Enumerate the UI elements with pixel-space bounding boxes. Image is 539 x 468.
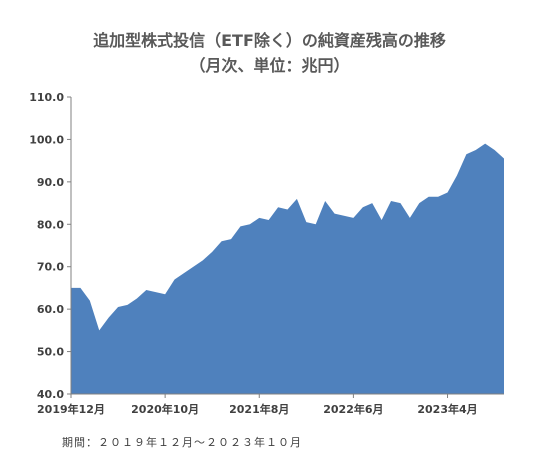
y-axis: 40.0 50.0 60.0 70.0 80.0 90.0 100.0 110.0 [29, 91, 71, 401]
x-axis: 2019年12月 2020年10月 2021年8月 2022年6月 2023年4月 [37, 394, 478, 416]
area-chart: 40.0 50.0 60.0 70.0 80.0 90.0 100.0 110.0 2019年… [29, 91, 504, 416]
x-tick-label: 2020年10月 [131, 402, 199, 416]
chart-subtitle: （月次、単位：兆円） [189, 56, 350, 75]
y-tick-label: 110.0 [29, 91, 64, 104]
y-tick-label: 70.0 [37, 261, 64, 274]
x-tick-label: 2023年4月 [417, 402, 477, 416]
y-tick-label: 60.0 [37, 303, 64, 316]
x-tick-label: 2019年12月 [37, 402, 105, 416]
y-tick-label: 40.0 [37, 388, 64, 401]
x-tick-label: 2022年6月 [323, 402, 383, 416]
y-tick-label: 50.0 [37, 346, 64, 359]
y-tick-label: 80.0 [37, 218, 64, 231]
period-footnote: 期間：２０１９年１２月～２０２３年１０月 [62, 436, 302, 449]
x-tick-label: 2021年8月 [229, 402, 289, 416]
y-tick-label: 90.0 [37, 176, 64, 189]
series-area [71, 143, 504, 394]
chart-title: 追加型株式投信（ETF除く）の純資産残高の推移 [93, 31, 446, 50]
y-tick-label: 100.0 [29, 133, 64, 146]
